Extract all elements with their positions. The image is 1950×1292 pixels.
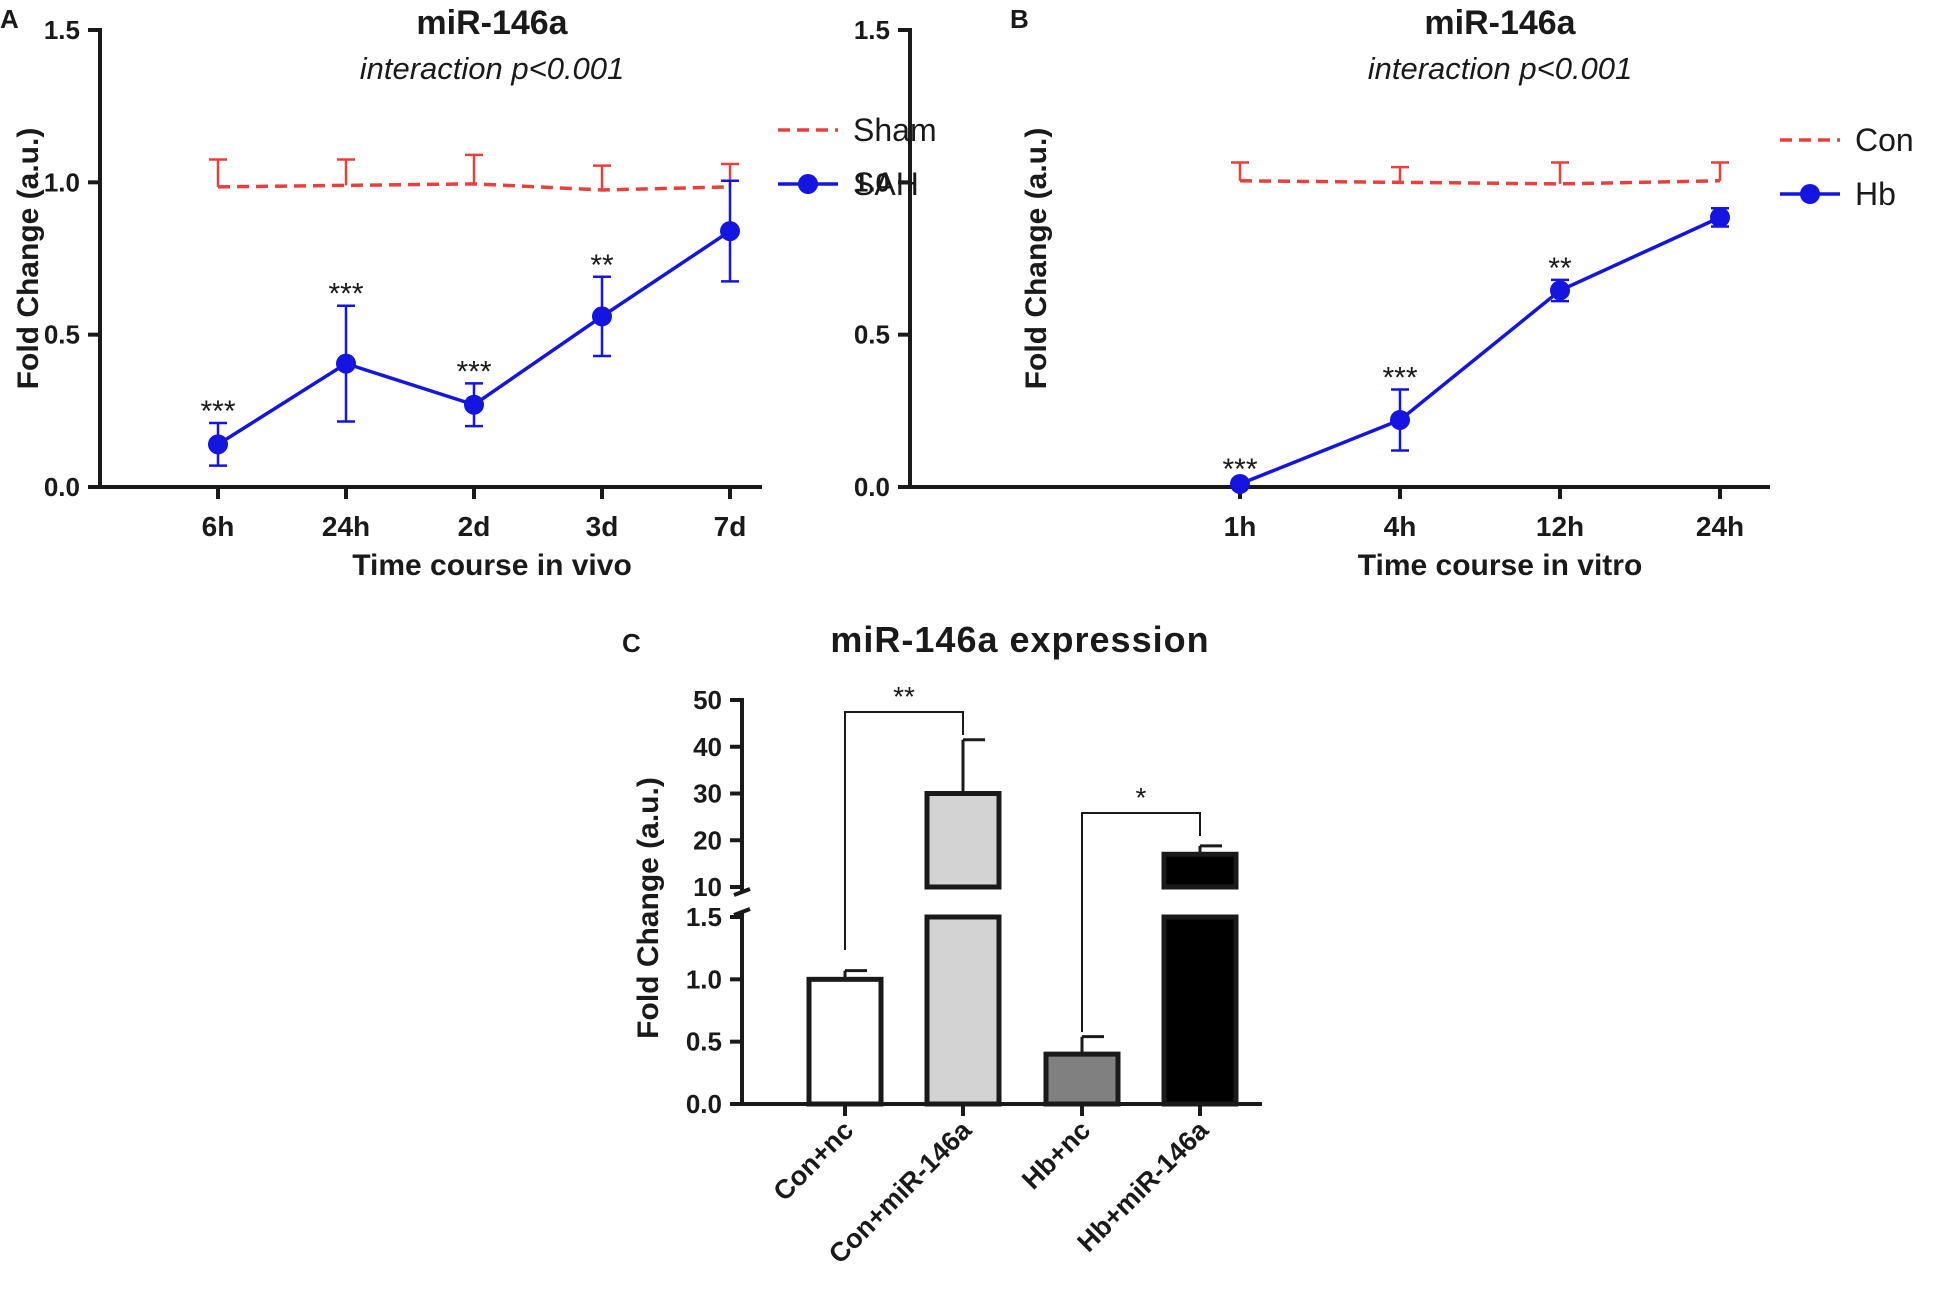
series-line-hb (1239, 215, 1721, 486)
panel-b-line-chart: 0.0 0.5 1.0 1.5 1h 4h 12h 24h miR-146a interactio… (854, 4, 1914, 582)
chart-title: miR-146a (1424, 4, 1576, 42)
x-tick-label: 24h (322, 511, 370, 542)
significance-label: ** (1548, 252, 1572, 285)
y-tick-label: 50 (693, 685, 722, 715)
significance-label: *** (456, 355, 491, 388)
y-axis-label: Fold Change (a.u.) (1020, 128, 1053, 390)
chart-subtitle: interaction p<0.001 (360, 51, 625, 86)
y-axis-label: Fold Change (a.u.) (12, 128, 45, 390)
x-tick-label: 2d (458, 511, 491, 542)
panel-label-c: C (622, 628, 641, 658)
bar-lower-segment (924, 914, 1002, 1107)
x-axis-label: Time course in vitro (1358, 549, 1643, 582)
data-point (1230, 473, 1250, 494)
chart-subtitle: interaction p<0.001 (1368, 51, 1633, 86)
significance-label: *** (1382, 362, 1417, 395)
data-point (464, 394, 484, 415)
series-line-con (1239, 179, 1721, 186)
x-tick-label: 6h (202, 511, 235, 542)
legend-marker-hb (1800, 184, 1820, 204)
significance-bracket (844, 711, 964, 950)
y-tick-label: 1.5 (854, 15, 890, 45)
axis-break-mark (733, 887, 751, 897)
y-tick-label: 1.5 (44, 15, 80, 45)
legend-marker-sah (798, 174, 818, 194)
legend-label-con: Con (1855, 122, 1914, 158)
y-tick-label: 30 (693, 779, 722, 809)
significance-label: *** (328, 278, 363, 311)
data-point (1550, 280, 1570, 301)
axis-break-mark (733, 907, 751, 917)
x-tick-label: 24h (1696, 511, 1744, 542)
y-tick-label: 1.0 (854, 167, 890, 197)
data-point (1390, 409, 1410, 430)
bar-lower-segment (1161, 914, 1239, 1107)
x-tick-label: 12h (1536, 511, 1584, 542)
x-tick-label: 7d (714, 511, 747, 542)
significance-label: *** (200, 395, 235, 428)
panel-a-line-chart: 0.0 0.5 1.0 1.5 6h 24h 2d 3d 7d miR-146a interacti… (12, 4, 937, 582)
y-tick-label: 0.0 (44, 472, 80, 502)
y-tick-label: 1.0 (44, 167, 80, 197)
significance-label: *** (1222, 453, 1257, 486)
bar-upper-segment (1161, 851, 1239, 890)
y-axis-label: Fold Change (a.u.) (632, 777, 665, 1039)
x-tick-label: 1h (1224, 511, 1257, 542)
panel-c-bar-chart: 0.0 0.5 1.0 1.510 20 30 40 50 miR-146a expressio… (632, 619, 1262, 1269)
y-tick-label: 0.5 (44, 320, 80, 350)
y-tick-label: 1.5 (686, 902, 722, 932)
significance-label: * (1136, 782, 1147, 813)
legend-label-hb: Hb (1855, 176, 1896, 212)
x-axis-label: Time course in vivo (352, 549, 632, 582)
x-tick-label: Hb+nc (1016, 1115, 1096, 1195)
series-line-sham (217, 182, 731, 192)
x-tick-label: Con+nc (767, 1115, 859, 1207)
data-point (720, 221, 740, 242)
bar (806, 976, 884, 1107)
panel-label-a: A (0, 4, 19, 34)
y-tick-label: 0.0 (854, 472, 890, 502)
chart-title: miR-146a expression (830, 619, 1209, 660)
significance-bracket (1081, 812, 1201, 1032)
significance-label: ** (590, 249, 614, 282)
chart-title: miR-146a (416, 4, 568, 42)
y-tick-label: 40 (693, 732, 722, 762)
y-tick-label: 1.0 (686, 964, 722, 994)
y-tick-label: 20 (693, 825, 722, 855)
legend-label-sham: Sham (853, 112, 937, 148)
data-point (592, 306, 612, 327)
data-point (208, 434, 228, 455)
x-tick-label: 4h (1384, 511, 1417, 542)
panel-label-b: B (1010, 4, 1029, 34)
y-tick-label: 0.0 (686, 1089, 722, 1119)
bar (1043, 1051, 1121, 1107)
significance-label: ** (893, 681, 915, 712)
bar-upper-segment (924, 791, 1002, 890)
y-tick-label: 0.5 (854, 320, 890, 350)
y-tick-label: 10 (693, 872, 722, 902)
data-point (1710, 207, 1730, 228)
y-tick-label: 0.5 (686, 1027, 722, 1057)
x-tick-label: 3d (586, 511, 619, 542)
data-point (336, 353, 356, 374)
